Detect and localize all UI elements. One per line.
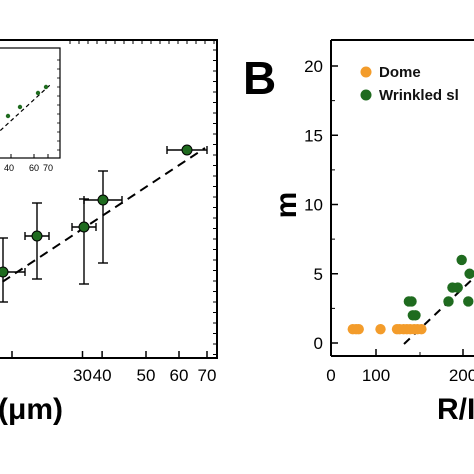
x-tick-label: 200 — [449, 366, 474, 385]
inset-x-tick-label: 60 — [29, 163, 39, 173]
data-marker — [97, 194, 109, 206]
data-marker — [353, 323, 364, 335]
data-marker — [464, 268, 474, 279]
data-marker — [375, 323, 386, 335]
panel-a-points — [0, 144, 208, 303]
panel-b-ylabel: m — [270, 192, 303, 219]
legend-label: Wrinkled sl — [379, 87, 459, 104]
inset-plot: 40 60 70 — [0, 59, 60, 173]
panel-b-legend: Dome Wrinkled sl — [360, 64, 459, 104]
data-marker — [456, 254, 467, 266]
legend-label: Dome — [379, 64, 421, 81]
data-marker — [78, 221, 90, 233]
data-marker — [443, 296, 454, 307]
data-marker — [31, 230, 43, 242]
y-tick-label: 20 — [304, 57, 323, 76]
x-tick-label: 50 — [137, 366, 156, 385]
inset-marker — [35, 90, 41, 96]
fit-line — [0, 147, 206, 285]
x-tick-label: 60 — [170, 366, 189, 385]
data-point-a — [0, 237, 26, 303]
panel-a-frame — [0, 39, 218, 359]
data-marker — [452, 282, 463, 293]
panel-a-x-ticks: 30 40 50 60 70 — [11, 351, 217, 385]
legend-marker — [360, 66, 372, 78]
x-tick-label: 30 — [73, 366, 92, 385]
data-point-a — [83, 170, 123, 264]
y-tick-label: 0 — [314, 334, 323, 353]
series-wrinkled-sl — [403, 254, 474, 321]
data-marker — [410, 310, 421, 321]
x-tick-label: 70 — [198, 366, 217, 385]
x-tick-label: 100 — [362, 366, 390, 385]
y-tick-label: 15 — [304, 126, 323, 145]
data-marker — [463, 296, 474, 307]
inset-marker — [17, 104, 23, 110]
data-marker — [181, 144, 193, 156]
panel-b-letter: B — [243, 52, 276, 104]
panel-b-points — [347, 254, 474, 335]
panel-a-xlabel: (μm) — [0, 393, 63, 426]
y-tick-label: 10 — [304, 196, 323, 215]
y-tick-label: 5 — [314, 265, 323, 284]
x-tick-label: 40 — [93, 366, 112, 385]
data-point-a — [166, 144, 208, 156]
panel-a-minor-ticks — [69, 40, 217, 355]
data-marker — [0, 266, 9, 278]
inset-marker — [43, 84, 49, 90]
data-marker — [406, 296, 417, 307]
inset-marker — [5, 113, 11, 119]
x-tick-label: 0 — [326, 366, 335, 385]
data-point-a — [24, 202, 50, 280]
legend-marker — [360, 89, 372, 101]
data-point-a — [71, 198, 97, 285]
panel-b-xlabel: R/I — [437, 393, 474, 426]
inset-x-tick-label: 70 — [43, 163, 53, 173]
series-dome — [347, 323, 427, 335]
data-marker — [416, 323, 427, 335]
panel-a: 40 60 70 30 40 50 60 70 (μm) — [0, 39, 218, 426]
inset-x-tick-label: 40 — [4, 163, 14, 173]
inset-frame — [0, 47, 61, 159]
panel-a-fit — [0, 147, 206, 285]
